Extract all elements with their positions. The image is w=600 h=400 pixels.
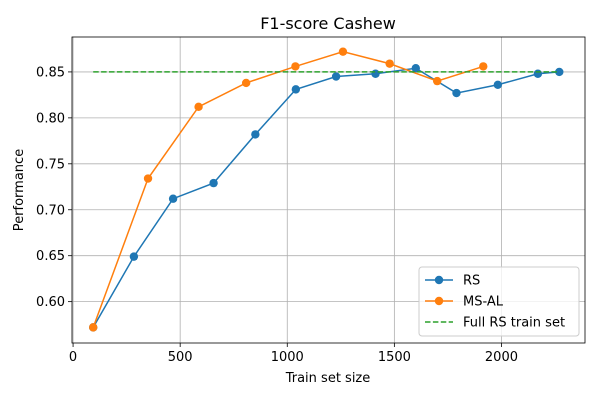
- legend-label-rs: RS: [463, 274, 480, 289]
- data-point-rs: [209, 178, 218, 188]
- legend-label-ms-al: MS-AL: [463, 295, 504, 310]
- data-point-rs: [533, 69, 543, 78]
- axis-ticks: 0 500 1000 1500 2000 0.60 0.65 0.70 0.75 0.80 0.85: [36, 65, 518, 365]
- y-tick-label: 0.75: [36, 157, 65, 172]
- y-axis-label: Performance: [12, 149, 27, 231]
- legend-box: [418, 266, 580, 337]
- data-point-ms-al: [143, 174, 153, 183]
- data-point-rs: [452, 88, 461, 98]
- y-tick-label: 0.70: [36, 203, 65, 218]
- data-point-ms-al: [194, 102, 203, 112]
- data-point-ms-al: [479, 62, 488, 71]
- legend-marker-ms-al: [434, 296, 444, 306]
- legend-label-full-rs-train-set: Full RS train set: [463, 316, 565, 331]
- x-tick-label: 500: [168, 350, 193, 365]
- data-point-rs: [251, 130, 260, 139]
- x-tick-label: 1500: [378, 350, 411, 365]
- y-tick-label: 0.65: [36, 249, 65, 264]
- data-point-rs: [168, 194, 178, 203]
- data-point-rs: [331, 72, 341, 81]
- data-point-ms-al: [433, 76, 442, 86]
- data-point-rs: [371, 69, 380, 78]
- legend-marker-rs: [434, 275, 444, 285]
- data-point-ms-al: [291, 62, 300, 71]
- data-point-rs: [411, 64, 420, 73]
- legend: RS MS-AL Full RS train set: [418, 266, 580, 337]
- y-tick-label: 0.60: [36, 295, 65, 310]
- plot-frame: [71, 36, 586, 344]
- x-tick-label: 1000: [271, 350, 304, 365]
- y-tick-label: 0.85: [36, 65, 65, 80]
- data-point-rs: [291, 85, 301, 94]
- y-tick-label: 0.80: [36, 111, 65, 126]
- x-tick-label: 2000: [485, 350, 518, 365]
- data-point-rs: [493, 80, 503, 89]
- x-tick-label: 0: [69, 350, 77, 365]
- plot-series: [89, 47, 564, 332]
- chart-title: F1-score Cashew: [260, 14, 396, 33]
- data-point-ms-al: [89, 323, 98, 332]
- data-point-rs: [555, 67, 564, 77]
- x-axis-label: Train set size: [285, 371, 371, 386]
- data-point-ms-al: [241, 78, 251, 88]
- data-point-ms-al: [338, 47, 348, 56]
- data-point-ms-al: [385, 59, 394, 68]
- data-point-rs: [129, 252, 139, 261]
